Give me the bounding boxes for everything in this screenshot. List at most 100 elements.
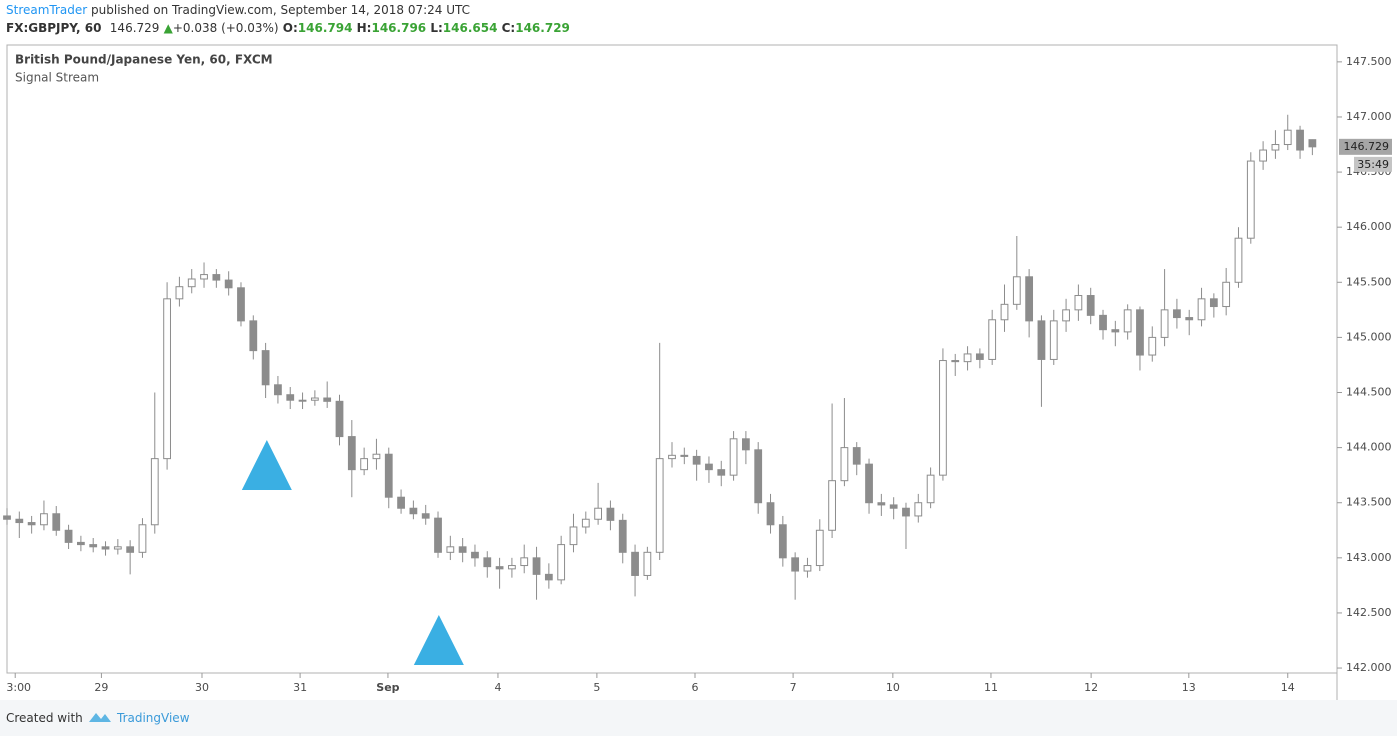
candle-body <box>409 507 418 515</box>
candle-body <box>618 519 627 553</box>
candle-body <box>1000 303 1009 321</box>
candle-body <box>902 507 910 517</box>
countdown-tag <box>1354 156 1392 172</box>
y-tick-label: 147.500 <box>1346 55 1392 68</box>
x-tick-label: 30 <box>195 681 209 694</box>
candle-body <box>89 544 98 548</box>
candle-body <box>1246 160 1255 239</box>
x-tick-label: 11 <box>984 681 998 694</box>
candle-body <box>274 384 282 396</box>
ohlc-value: 146.654 <box>442 21 498 35</box>
candle-body <box>175 286 184 300</box>
candle-body <box>421 513 430 519</box>
candle-body <box>1111 329 1120 333</box>
candle-body <box>877 502 886 506</box>
candle-body <box>754 449 763 504</box>
y-tick-label: 145.500 <box>1346 275 1392 288</box>
candle-body <box>1025 276 1034 322</box>
x-tick-label: 14 <box>1281 681 1295 694</box>
candle-body <box>101 546 110 550</box>
y-tick-label: 144.500 <box>1346 386 1392 399</box>
candle-body <box>397 496 405 509</box>
candle-body <box>815 529 824 567</box>
candle-body <box>360 458 369 471</box>
candle-body <box>1259 149 1267 162</box>
candle-body <box>729 438 738 476</box>
candle-body <box>631 551 639 576</box>
x-tick-label: 31 <box>293 681 307 694</box>
brand-logo[interactable] <box>88 710 112 724</box>
ohlc-label: O: <box>282 21 298 35</box>
candle-body <box>52 513 61 531</box>
candle-body <box>237 287 245 322</box>
candle-body <box>766 502 775 526</box>
candle-body <box>1136 309 1144 356</box>
candle-body <box>557 544 566 581</box>
candle-body <box>692 455 701 465</box>
candle-body <box>1185 317 1194 321</box>
x-tick-label: 29 <box>94 681 108 694</box>
x-tick-label: 13:00 <box>0 681 31 694</box>
ohlc-label: L: <box>430 21 443 35</box>
candle-body <box>1197 298 1206 321</box>
candle-body <box>1123 309 1132 333</box>
candle-body <box>224 279 233 289</box>
candle-body <box>1049 320 1058 360</box>
y-tick-label: 145.000 <box>1346 330 1392 343</box>
candle-body <box>471 551 479 559</box>
buy-signal <box>413 615 464 665</box>
candle-body <box>1062 309 1070 322</box>
candle-body <box>852 447 861 465</box>
candle-body <box>544 573 553 581</box>
candle-body <box>163 298 171 460</box>
x-tick-label: 10 <box>886 681 900 694</box>
x-tick-label: 5 <box>593 681 600 694</box>
author[interactable]: StreamTrader <box>6 3 88 17</box>
candle-body <box>1234 237 1243 283</box>
chart: British Pound/Japanese Yen, 60, FXCM Sig… <box>0 44 1392 700</box>
ohlc-label: C: <box>501 21 516 35</box>
symbol-line: FX:GBPJPY, 60 146.729 ▲+0.038 (+0.03%) O… <box>6 21 570 35</box>
candle-body <box>532 557 541 575</box>
candle-body <box>581 518 590 528</box>
candle-body <box>113 546 122 550</box>
brand[interactable]: TradingView <box>117 711 190 725</box>
candle-body <box>434 517 442 553</box>
ohlc-value: 146.729 <box>515 21 570 35</box>
candle-body <box>323 397 332 402</box>
candle-body <box>212 274 221 281</box>
candle-body <box>680 454 689 457</box>
candle-body <box>791 557 800 572</box>
candle-body <box>261 350 270 386</box>
candle-body <box>889 504 898 509</box>
candle-body <box>310 397 319 401</box>
candle-body <box>520 557 529 567</box>
ohlc-label: H: <box>356 21 372 35</box>
candle-body <box>742 438 750 451</box>
ohlc-value: 146.796 <box>371 21 427 35</box>
y-tick-label: 142.000 <box>1346 661 1392 674</box>
candle-body <box>249 320 258 352</box>
candle-body <box>840 447 849 482</box>
y-tick-label: 143.500 <box>1346 496 1392 509</box>
candle-body <box>1296 129 1304 151</box>
ohlc: O:146.794 H:146.796 L:146.654 C:146.729 <box>283 21 570 35</box>
candle-body <box>828 480 836 531</box>
candle-body <box>1308 139 1317 148</box>
candle-body <box>27 522 36 526</box>
candle-body <box>1099 314 1107 331</box>
candle-body <box>668 454 676 460</box>
y-tick-label: 144.000 <box>1346 441 1392 454</box>
candle-body <box>975 353 984 360</box>
candle-body <box>1271 144 1280 151</box>
candle-body <box>200 274 208 280</box>
candle-body <box>803 565 812 572</box>
change: +0.038 (+0.03%) <box>172 21 279 35</box>
candle-body <box>951 360 960 363</box>
candle-body <box>717 469 726 476</box>
candle-body <box>384 453 393 498</box>
candle-body <box>655 458 664 553</box>
created-with: Created with <box>6 711 83 725</box>
candle-body <box>1222 281 1231 308</box>
